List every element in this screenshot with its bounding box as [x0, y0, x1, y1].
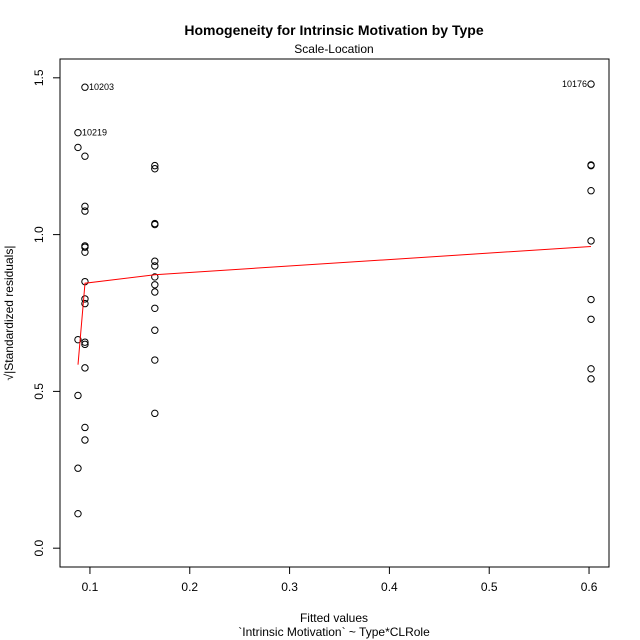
data-point	[81, 207, 89, 215]
x-tick-label: 0.1	[82, 580, 99, 594]
smooth-line-group	[77, 246, 592, 365]
data-point	[587, 375, 595, 383]
data-point	[587, 237, 595, 245]
data-points	[74, 80, 595, 518]
data-point	[151, 257, 159, 265]
x-tick-label: 0.3	[281, 580, 298, 594]
data-point	[587, 295, 595, 304]
data-point	[587, 80, 595, 88]
data-point	[151, 288, 159, 296]
point-labels: 10219 10203 10176	[82, 79, 587, 138]
data-point	[81, 423, 89, 432]
data-point	[74, 391, 82, 400]
data-point	[81, 436, 89, 444]
x-axis: 0.1 0.2 0.3 0.4 0.5 0.6	[82, 566, 598, 594]
data-point	[81, 242, 89, 250]
x-tick-label: 0.4	[381, 580, 398, 594]
y-tick-label: 0.0	[32, 540, 46, 557]
data-point	[151, 219, 159, 228]
data-point	[151, 281, 159, 289]
x-tick-label: 0.6	[581, 580, 598, 594]
point-id-label: 10203	[89, 82, 114, 92]
data-point	[151, 356, 159, 364]
smooth-line	[77, 246, 592, 365]
data-point	[81, 202, 89, 211]
data-point	[587, 315, 595, 323]
data-point	[74, 335, 82, 344]
data-point	[587, 365, 595, 373]
y-tick-label: 0.5	[32, 383, 46, 400]
data-point	[81, 295, 89, 303]
data-point	[151, 273, 159, 281]
data-point	[81, 364, 89, 372]
y-tick-label: 1.0	[32, 226, 46, 243]
point-id-label: 10219	[82, 128, 107, 138]
data-point	[74, 509, 82, 518]
data-point	[587, 161, 595, 169]
data-point	[74, 143, 82, 152]
data-point	[74, 464, 82, 472]
data-point	[81, 152, 89, 160]
point-id-label: 10176	[562, 79, 587, 89]
data-point	[587, 187, 595, 195]
y-axis-label: √|Standardized residuals|	[2, 246, 16, 381]
data-point	[151, 326, 159, 334]
data-point	[151, 161, 159, 170]
data-point	[151, 409, 159, 418]
data-point	[81, 83, 89, 91]
x-axis-model-caption: `Intrinsic Motivation` ~ Type*CLRole	[238, 625, 430, 639]
data-point	[81, 299, 89, 308]
y-axis: 0.0 0.5 1.0 1.5	[32, 69, 61, 557]
data-point	[81, 340, 89, 349]
data-point	[151, 165, 159, 173]
plot-frame	[59, 58, 610, 568]
x-axis-label: Fitted values	[300, 611, 368, 625]
data-point	[151, 304, 159, 312]
data-point	[151, 262, 159, 270]
chart-title: Homogeneity for Intrinsic Motivation by …	[184, 22, 483, 38]
y-tick-label: 1.5	[32, 69, 46, 86]
x-tick-label: 0.5	[481, 580, 498, 594]
data-point	[81, 338, 89, 346]
data-point	[74, 128, 82, 137]
x-tick-label: 0.2	[181, 580, 198, 594]
chart-subtitle: Scale-Location	[294, 42, 373, 56]
